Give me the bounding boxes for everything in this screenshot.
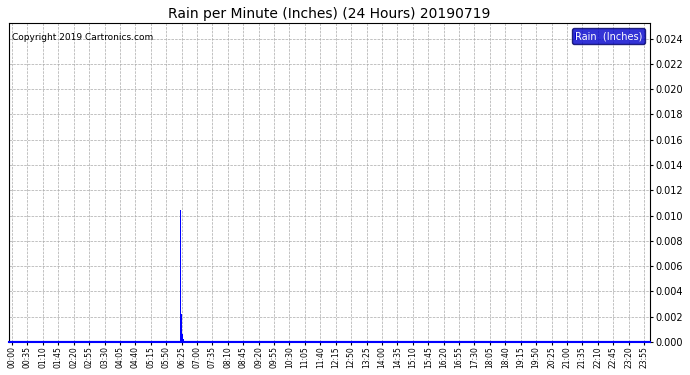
Legend: Rain  (Inches): Rain (Inches) [572, 28, 645, 44]
Title: Rain per Minute (Inches) (24 Hours) 20190719: Rain per Minute (Inches) (24 Hours) 2019… [168, 7, 491, 21]
Text: Copyright 2019 Cartronics.com: Copyright 2019 Cartronics.com [12, 33, 153, 42]
